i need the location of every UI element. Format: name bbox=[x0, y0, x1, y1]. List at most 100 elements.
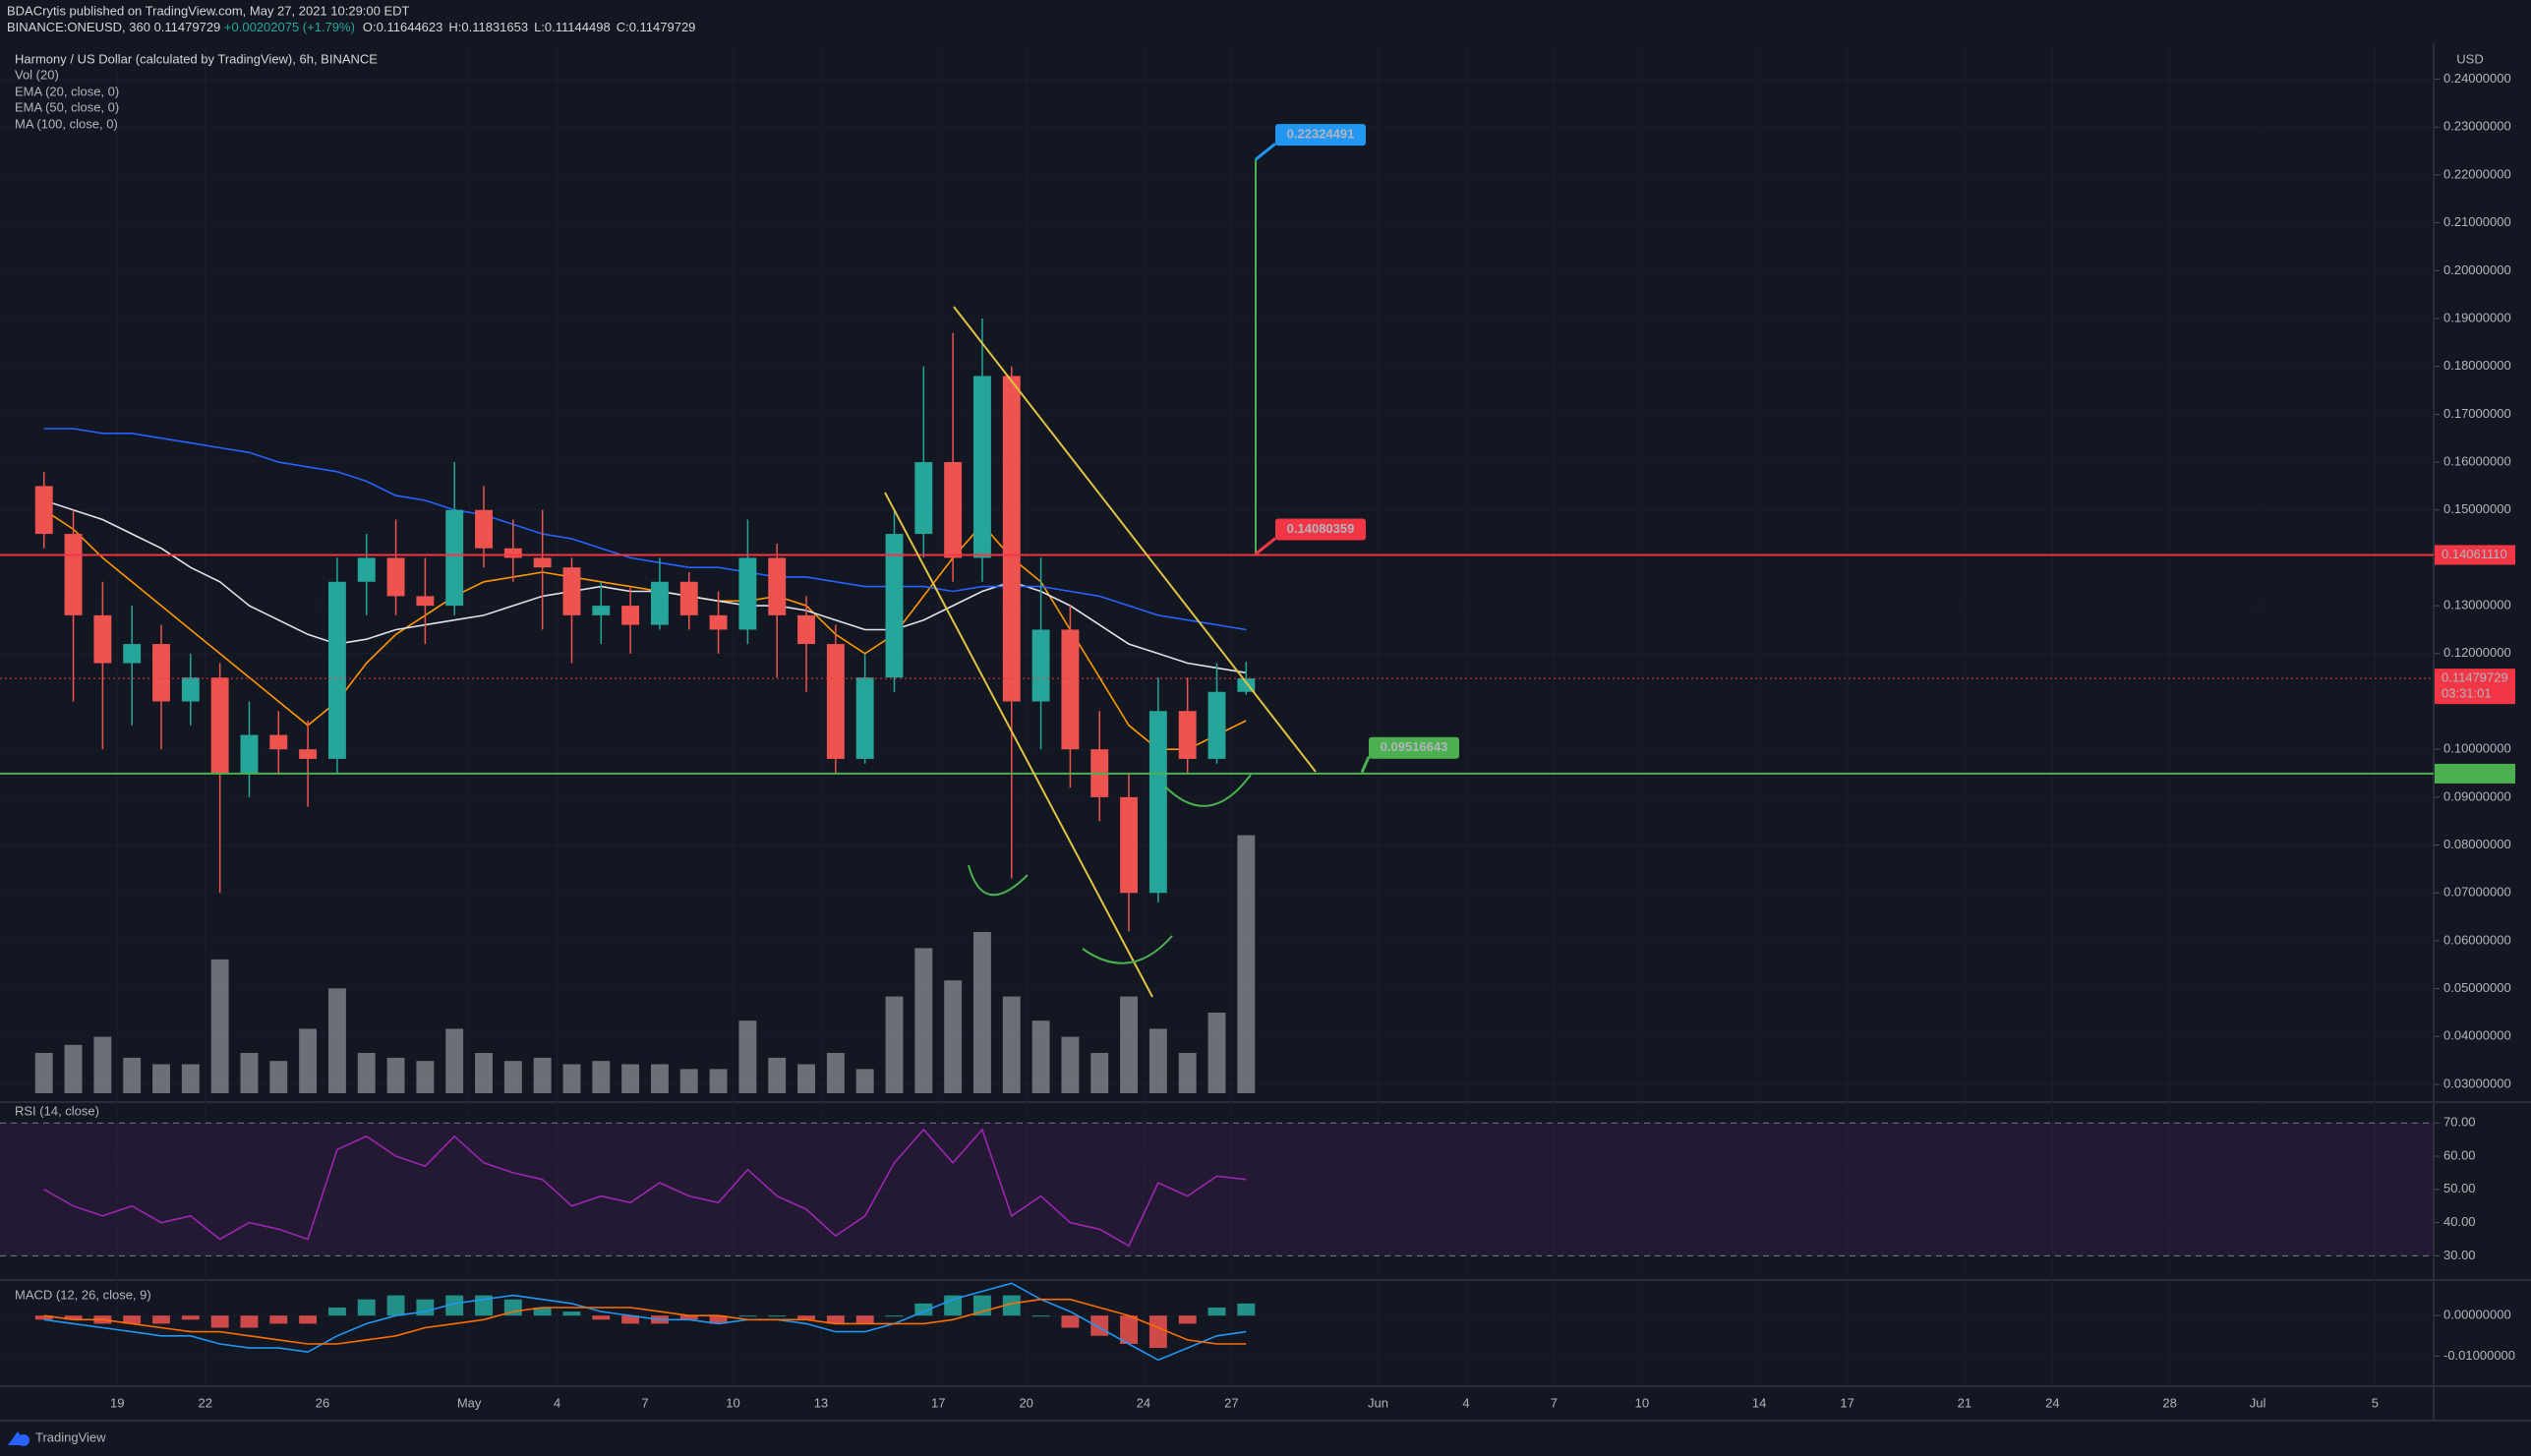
candle-body bbox=[269, 734, 288, 750]
volume-bar bbox=[944, 980, 963, 1093]
x-tick-label: 19 bbox=[110, 1395, 124, 1410]
x-tick-label: 17 bbox=[1840, 1395, 1854, 1410]
y-tick-label: 50.00 bbox=[2443, 1181, 2476, 1195]
y-tick-label: 40.00 bbox=[2443, 1214, 2476, 1229]
volume-bar bbox=[416, 1061, 435, 1093]
macd-histogram-bar bbox=[1061, 1315, 1080, 1328]
volume-bar bbox=[826, 1053, 845, 1093]
level-tag bbox=[2435, 545, 2515, 565]
macd-histogram-bar bbox=[1120, 1315, 1138, 1344]
volume-bar bbox=[503, 1061, 522, 1093]
volume-bar bbox=[709, 1069, 728, 1093]
x-tick-label: Jun bbox=[1368, 1395, 1388, 1410]
volume-bar bbox=[621, 1064, 640, 1093]
volume-bar bbox=[1002, 996, 1021, 1093]
volume-bar bbox=[1031, 1020, 1050, 1093]
volume-bar bbox=[357, 1053, 376, 1093]
y-tick-label: 0.10000000 bbox=[2443, 741, 2511, 756]
macd-histogram-bar bbox=[1148, 1315, 1167, 1349]
macd-histogram-bar bbox=[210, 1315, 229, 1328]
candle-body bbox=[327, 581, 346, 759]
macd-histogram-bar bbox=[1207, 1307, 1226, 1316]
volume-bar bbox=[93, 1036, 112, 1093]
labels: 19 22 26 May 4 7 10 13 17 20 24 27 Jun 4 7 10 14 17 21 24 28… bbox=[110, 71, 2515, 1410]
macd-histogram-bar bbox=[1237, 1303, 1256, 1316]
ohlc-label: L: bbox=[534, 20, 545, 34]
ohlc-label: O: bbox=[363, 20, 377, 34]
candle-body bbox=[944, 462, 963, 558]
macd-histogram-bar bbox=[64, 1315, 83, 1320]
x-tick-label: 24 bbox=[1137, 1395, 1150, 1410]
candle-body bbox=[738, 557, 757, 630]
rsi-title: RSI (14, close) bbox=[15, 1103, 99, 1118]
trendline bbox=[953, 306, 1317, 773]
candle-body bbox=[299, 749, 318, 759]
rsi-line bbox=[43, 1128, 1247, 1248]
candle-body bbox=[885, 534, 904, 678]
candle-body bbox=[445, 509, 464, 607]
y-tick-label: 0.03000000 bbox=[2443, 1076, 2511, 1090]
volume-bar bbox=[34, 1053, 53, 1093]
candle-body bbox=[1031, 629, 1050, 702]
y-tick-label: 0.12000000 bbox=[2443, 645, 2511, 660]
candle-body bbox=[1178, 711, 1197, 759]
y-tick-label: 0.16000000 bbox=[2443, 453, 2511, 468]
volume-bar bbox=[1061, 1036, 1080, 1093]
y-tick-label: 0.04000000 bbox=[2443, 1028, 2511, 1043]
x-tick-label: 4 bbox=[1462, 1395, 1469, 1410]
macd-histogram-bar bbox=[1031, 1315, 1050, 1317]
volume-bar bbox=[445, 1028, 464, 1093]
candle-body bbox=[855, 677, 874, 759]
volume-bar bbox=[152, 1064, 170, 1093]
trendline bbox=[884, 492, 1153, 998]
ohlc-value: 0.11144498 bbox=[545, 20, 611, 34]
x-tick-label: 5 bbox=[2372, 1395, 2379, 1410]
macd-line bbox=[43, 1282, 1247, 1362]
candle-body bbox=[914, 462, 933, 535]
x-tick-label: Jul bbox=[2250, 1395, 2266, 1410]
macd-histogram-bar bbox=[240, 1315, 259, 1328]
moving-average bbox=[43, 509, 1247, 750]
candle-body bbox=[562, 567, 581, 615]
macd-histogram-bar bbox=[445, 1295, 464, 1316]
volume-bar bbox=[855, 1069, 874, 1093]
annotation-label: 0.14080359 bbox=[1287, 521, 1355, 536]
volume-bar bbox=[475, 1053, 493, 1093]
volume-bar bbox=[1090, 1053, 1109, 1093]
y-tick-label: 0.24000000 bbox=[2443, 71, 2511, 86]
volume-bar bbox=[914, 948, 933, 1093]
annotation-box bbox=[1369, 736, 1459, 759]
macd-histogram-bar bbox=[269, 1315, 288, 1324]
macd-histogram-bar bbox=[709, 1315, 728, 1324]
countdown: 03:31:01 bbox=[2442, 686, 2492, 701]
volume-bar bbox=[562, 1064, 581, 1093]
annotation-connector bbox=[1255, 537, 1276, 555]
y-tick-label: 0.18000000 bbox=[2443, 358, 2511, 373]
volume-bar bbox=[650, 1064, 669, 1093]
volume-bar bbox=[592, 1061, 611, 1093]
level-tag bbox=[2435, 763, 2515, 784]
x-tick-label: 10 bbox=[726, 1395, 739, 1410]
macd-histogram-bar bbox=[181, 1315, 200, 1320]
volume-bar bbox=[973, 932, 991, 1093]
volume-bar bbox=[679, 1069, 698, 1093]
macd-histogram-bar bbox=[386, 1295, 405, 1316]
candle-body bbox=[1061, 629, 1080, 750]
annotation-connector bbox=[1360, 756, 1371, 774]
candle-body bbox=[210, 677, 229, 774]
y-tick-label: 0.23000000 bbox=[2443, 119, 2511, 134]
candle-body bbox=[416, 596, 435, 607]
annotation-label: 0.22324491 bbox=[1287, 127, 1355, 142]
volume-bar bbox=[797, 1064, 815, 1093]
candle-body bbox=[386, 557, 405, 597]
volume-bar bbox=[768, 1057, 787, 1093]
candle-body bbox=[826, 644, 845, 759]
y-tick-label: 0.00000000 bbox=[2443, 1308, 2511, 1322]
y-tick-label: 60.00 bbox=[2443, 1147, 2476, 1162]
y-tick-label: 30.00 bbox=[2443, 1248, 2476, 1262]
last-price-label: 0.11479729 bbox=[2442, 670, 2508, 685]
volume-bar bbox=[299, 1028, 318, 1093]
annotation-label: 0.09516643 bbox=[1381, 739, 1448, 754]
